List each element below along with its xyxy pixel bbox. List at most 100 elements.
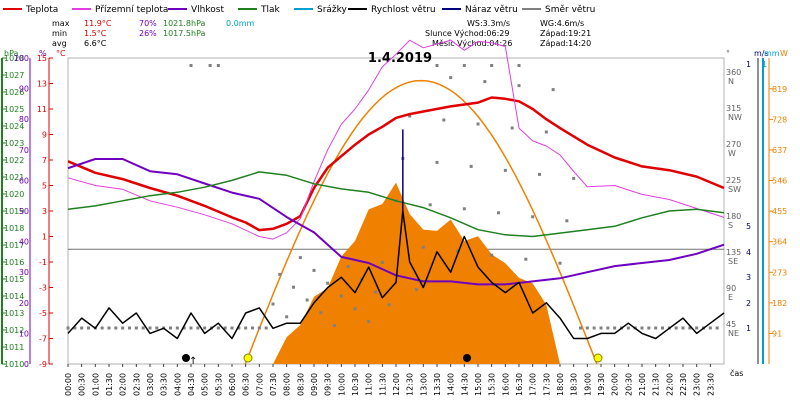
wind-direction-mark — [208, 64, 212, 67]
hpa-tick-label: 1013 — [4, 309, 24, 318]
x-tick-label: 19:00 — [583, 373, 592, 396]
wind-direction-mark — [476, 122, 480, 126]
x-tick-label: 09:00 — [310, 373, 319, 396]
wind-direction-mark — [346, 264, 350, 268]
wind-direction-mark — [544, 130, 548, 134]
x-tick-label: 22:00 — [665, 373, 674, 396]
mm-axis-unit: mm — [764, 49, 780, 58]
pct-tick-label: 20 — [19, 299, 29, 308]
w-tick-label: 364 — [772, 238, 787, 247]
wind-direction-mark — [271, 302, 275, 306]
wind-direction-mark — [380, 260, 384, 264]
wind-direction-mark — [141, 326, 145, 330]
x-tick-label: 05:00 — [201, 373, 210, 396]
stats-moon-set: Západ:14:20 — [540, 39, 591, 48]
x-tick-label: 06:30 — [242, 373, 251, 396]
temp-tick-label: -1 — [39, 258, 47, 267]
wind-direction-mark — [257, 326, 261, 330]
dir-name-label: SE — [728, 257, 738, 266]
stats-temp: 11.9°C — [84, 19, 112, 28]
hpa-tick-label: 1021 — [4, 173, 24, 182]
wind-direction-mark — [264, 326, 268, 330]
temp-tick-label: 5 — [42, 182, 47, 191]
temp-tick-label: -9 — [39, 360, 47, 369]
x-tick-label: 03:00 — [146, 373, 155, 396]
ms-tick-label: 3 — [746, 273, 751, 282]
wind-direction-mark — [592, 326, 596, 330]
temp-tick-label: 13 — [37, 80, 47, 89]
hpa-axis-unit: hPa — [4, 49, 19, 58]
dir-name-label: N — [728, 77, 734, 86]
x-tick-label: 16:30 — [515, 373, 524, 396]
x-tick-label: 12:00 — [392, 373, 401, 396]
stats-hum: 70% — [139, 19, 157, 28]
x-tick-label: 23:30 — [706, 373, 715, 396]
series-line — [67, 171, 725, 238]
x-tick-label: 15:30 — [488, 373, 497, 396]
wind-direction-mark — [435, 64, 439, 67]
dir-tick-label: 315 — [726, 104, 741, 113]
wind-direction-mark — [189, 326, 193, 330]
pct-tick-label: 80 — [19, 115, 29, 124]
wind-direction-mark — [134, 326, 138, 330]
w-tick-label: 819 — [772, 85, 787, 94]
wind-direction-mark — [626, 326, 630, 330]
ms-tick-label: 1 — [746, 324, 751, 333]
x-tick-label: 13:00 — [419, 373, 428, 396]
wind-direction-mark — [415, 288, 418, 292]
stats-sun: Slunce Východ:06:29 — [425, 29, 510, 38]
wind-direction-mark — [203, 326, 207, 330]
hpa-tick-label: 1020 — [4, 190, 24, 199]
temp-tick-label: 1 — [42, 233, 47, 242]
temp-tick-label: -5 — [39, 309, 47, 318]
wind-direction-mark — [333, 324, 336, 328]
wind-direction-mark — [490, 64, 494, 67]
wind-direction-mark — [681, 326, 685, 330]
wind-direction-mark — [100, 326, 104, 330]
wind-direction-mark — [80, 326, 84, 330]
x-tick-label: 14:30 — [460, 373, 469, 396]
temp-tick-label: 3 — [42, 207, 47, 216]
wind-direction-mark — [497, 211, 500, 215]
wind-direction-mark — [613, 326, 617, 330]
temp-tick-label: 11 — [37, 105, 47, 114]
wind-direction-mark — [674, 326, 678, 330]
wind-direction-mark — [469, 164, 473, 168]
series-line — [67, 39, 725, 240]
x-tick-label: 08:30 — [296, 373, 305, 396]
x-tick-label: 10:00 — [337, 373, 346, 396]
sunrise-marker — [243, 353, 253, 363]
dir-tick-label: 225 — [726, 176, 741, 185]
legend-label: Teplota — [25, 5, 58, 15]
ms-tick-label: 5 — [746, 222, 751, 231]
wind-direction-mark — [647, 326, 651, 330]
temp-tick-label: 9 — [42, 131, 47, 140]
x-tick-label: 19:30 — [597, 373, 606, 396]
stats-wg: WG:4.6m/s — [540, 19, 584, 28]
x-axis-labels: 00:00 00:30 01:00 01:30 02:00 02:30 03:00 03:30… — [64, 364, 715, 396]
hpa-tick-label: 1016 — [4, 258, 24, 267]
legend-label: Vlhkost — [191, 5, 224, 15]
x-tick-label: 02:00 — [119, 373, 128, 396]
mm-tick-label: 1 — [762, 60, 767, 69]
wind-direction-mark — [640, 326, 644, 330]
wind-direction-mark — [114, 326, 118, 330]
x-tick-label: 07:30 — [269, 373, 278, 396]
stats-temp: 6.6°C — [84, 39, 107, 48]
pct-tick-label: 70 — [19, 146, 29, 155]
w-axis-unit: W — [780, 49, 788, 58]
wind-direction-mark — [572, 176, 576, 180]
stats-rain: 0.0mm — [226, 19, 255, 28]
x-tick-label: 15:00 — [474, 373, 483, 396]
solar-radiation — [68, 182, 724, 364]
wind-direction-mark — [244, 326, 248, 330]
moonset-marker — [463, 354, 471, 362]
x-tick-label: 20:00 — [611, 373, 620, 396]
wind-direction-mark — [456, 249, 459, 253]
x-tick-label: 09:30 — [324, 373, 333, 396]
w-tick-label: 637 — [772, 146, 787, 155]
wind-direction-mark — [155, 326, 159, 330]
sun-arc — [244, 79, 598, 365]
